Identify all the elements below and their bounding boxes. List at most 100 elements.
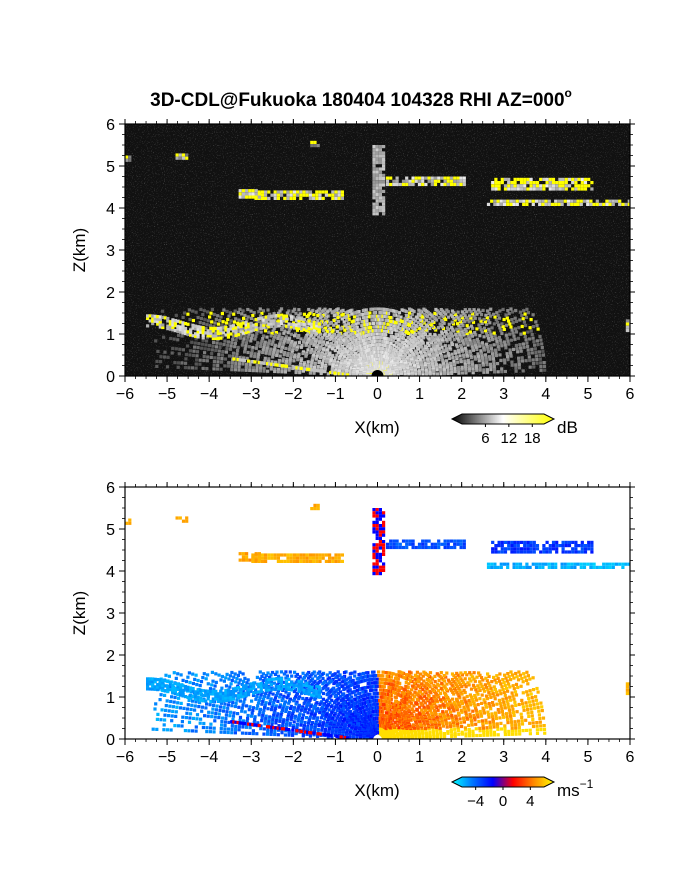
velocity-cell (444, 540, 447, 543)
velocity-cell (574, 547, 577, 550)
snr-cell (376, 167, 379, 170)
velocity-cell (504, 550, 507, 553)
snr-cell (360, 324, 363, 327)
velocity-cell (258, 555, 261, 558)
snr-cell (493, 200, 496, 203)
snr-cell (167, 356, 170, 359)
snr-cell (467, 359, 470, 362)
snr-cell (524, 335, 527, 338)
snr-cell (379, 196, 382, 199)
snr-cell (202, 322, 205, 325)
snr-cell (343, 329, 346, 332)
snr-cell (543, 361, 546, 364)
snr-cell (376, 187, 379, 190)
velocity-cell (626, 682, 629, 685)
snr-cell (219, 342, 222, 345)
snr-cell (216, 367, 219, 370)
velocity-cell (450, 714, 453, 717)
velocity-cell (504, 684, 507, 687)
velocity-cell (511, 705, 514, 708)
snr-cell (384, 319, 387, 322)
velocity-cell (518, 729, 521, 732)
snr-cell (392, 180, 395, 183)
velocity-cell (317, 504, 320, 507)
velocity-cell (484, 719, 487, 722)
velocity-cell (382, 527, 385, 530)
snr-cell (182, 153, 185, 156)
snr-cell (216, 360, 219, 363)
snr-cell (540, 369, 543, 372)
velocity-cell (506, 718, 509, 721)
velocity-cell (562, 547, 565, 550)
snr-cell (318, 197, 321, 200)
snr-cell (555, 187, 558, 190)
snr-cell (378, 311, 381, 314)
velocity-cell (376, 569, 379, 572)
velocity-cell (322, 553, 325, 556)
velocity-cell (475, 727, 478, 730)
snr-cell (524, 313, 527, 316)
snr-cell (421, 183, 424, 186)
snr-cell (270, 334, 273, 337)
snr-cell (542, 178, 545, 181)
snr-cell (283, 197, 286, 200)
velocity-cell (468, 713, 471, 716)
snr-cell (336, 330, 339, 333)
velocity-cell (514, 690, 517, 693)
snr-cell (538, 354, 541, 357)
snr-cell (382, 161, 385, 164)
velocity-cell (399, 546, 402, 549)
velocity-cell (549, 547, 552, 550)
velocity-cell (515, 733, 518, 736)
snr-cell (234, 342, 237, 345)
snr-cell (519, 346, 522, 349)
velocity-cell (474, 723, 477, 726)
snr-cell (426, 342, 429, 345)
snr-cell (452, 356, 455, 359)
velocity-cell (379, 534, 382, 537)
velocity-cell (525, 690, 528, 693)
velocity-cell (182, 520, 185, 523)
snr-cell (254, 335, 257, 338)
snr-cell (235, 339, 238, 342)
x-tick-label: −4 (200, 386, 218, 403)
snr-cell (295, 348, 298, 351)
velocity-cell (392, 540, 395, 543)
snr-cell (287, 331, 290, 334)
snr-cell (293, 197, 296, 200)
snr-cell (216, 342, 219, 345)
snr-cell (494, 178, 497, 181)
velocity-cell (552, 544, 555, 547)
snr-cell (536, 184, 539, 187)
velocity-cell (517, 547, 520, 550)
snr-cell (230, 319, 233, 322)
snr-cell (510, 181, 513, 184)
velocity-cell (520, 713, 523, 716)
velocity-cell (382, 546, 385, 549)
snr-cell (302, 190, 305, 193)
snr-cell (266, 308, 269, 311)
velocity-cell (555, 541, 558, 544)
snr-cell (454, 350, 457, 353)
velocity-cell (437, 546, 440, 549)
snr-cell (507, 319, 510, 322)
velocity-cell (514, 726, 517, 729)
snr-cell (533, 344, 536, 347)
velocity-cell (418, 543, 421, 546)
snr-cell (483, 318, 486, 321)
snr-cell (517, 360, 520, 363)
snr-cell (215, 318, 218, 321)
snr-cell (418, 183, 421, 186)
snr-cell (414, 349, 417, 352)
snr-cell (532, 340, 535, 343)
snr-cell (341, 194, 344, 197)
velocity-cell (484, 683, 487, 686)
snr-cell (206, 323, 209, 326)
velocity-cell (302, 553, 305, 556)
snr-cell (309, 342, 312, 345)
snr-cell (506, 358, 509, 361)
velocity-cell (501, 710, 504, 713)
velocity-cell (504, 694, 507, 697)
velocity-cell (584, 547, 587, 550)
snr-cell (578, 187, 581, 190)
